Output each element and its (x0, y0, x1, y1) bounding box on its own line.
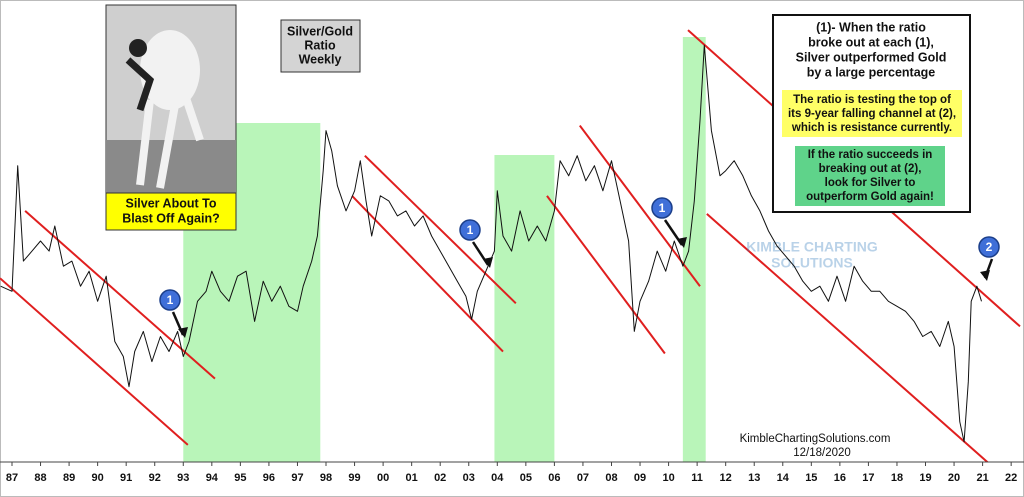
x-tick-label: 87 (6, 472, 18, 484)
x-tick-label: 21 (976, 472, 988, 484)
watermark: KIMBLE CHARTING SOLUTIONS (746, 239, 878, 271)
trend-line (706, 213, 989, 462)
chart-title: Silver/Gold (287, 24, 353, 38)
x-tick-label: 02 (434, 472, 446, 484)
x-tick-label: 10 (662, 472, 674, 484)
x-tick-label: 89 (63, 472, 75, 484)
marker-circle (978, 236, 1000, 258)
note-text: by a large percentage (807, 65, 936, 79)
chart-title: Weekly (299, 52, 342, 66)
photo (105, 4, 237, 194)
marker-label: 1 (167, 293, 174, 307)
marker-arrowhead (178, 327, 188, 338)
note-text: its 9-year falling channel at (2), (788, 108, 956, 120)
x-tick-label: 04 (491, 472, 504, 484)
x-tick-label: 07 (577, 472, 589, 484)
x-tick-label: 08 (605, 472, 617, 484)
note-text: (1)- When the ratio (816, 20, 926, 34)
x-tick-label: 16 (834, 472, 846, 484)
marker-arrowhead (677, 237, 687, 248)
marker-circle (459, 219, 481, 241)
x-tick-label: 14 (777, 472, 790, 484)
x-tick-label: 18 (891, 472, 903, 484)
marker-circle (159, 289, 181, 311)
x-tick-label: 11 (691, 472, 703, 484)
x-tick-label: 22 (1005, 472, 1017, 484)
x-tick-label: 94 (206, 472, 219, 484)
x-tick-label: 03 (463, 472, 475, 484)
x-axis-ticks: 87 88 89 90 91 92 93 94 95 96 97 98 99 00 01 02 03 04 05 06… (6, 462, 1017, 484)
x-tick-label: 97 (291, 472, 303, 484)
x-tick-label: 12 (720, 472, 732, 484)
marker-label: 1 (659, 201, 666, 215)
x-tick-label: 06 (548, 472, 560, 484)
date: 12/18/2020 (793, 447, 851, 459)
x-tick-label: 19 (919, 472, 931, 484)
note-text: Silver outperformed Gold (796, 50, 947, 64)
x-tick-label: 95 (234, 472, 246, 484)
x-tick-label: 01 (406, 472, 418, 484)
outlook-box (795, 146, 945, 206)
marker-label: 1 (467, 223, 474, 237)
x-tick-label: 90 (92, 472, 104, 484)
x-tick-label: 09 (634, 472, 646, 484)
callout-text: Silver About To (126, 196, 217, 210)
marker-label: 2 (986, 240, 993, 254)
series (0, 44, 982, 443)
x-tick-label: 98 (320, 472, 332, 484)
x-tick-label: 93 (177, 472, 189, 484)
source: KimbleChartingSolutions.com (740, 433, 891, 445)
trend-line (578, 124, 701, 287)
markers: 1 1 1 2 (159, 197, 1000, 338)
note-text: outperform Gold again! (806, 191, 934, 203)
note-text: which is resistance currently. (791, 122, 952, 134)
watermark-text: KIMBLE CHARTING (746, 239, 878, 255)
trend-line (351, 195, 504, 353)
note-text: If the ratio succeeds in (808, 149, 933, 161)
x-tick-label: 00 (377, 472, 389, 484)
marker-circle (651, 197, 673, 219)
x-tick-label: 15 (805, 472, 817, 484)
note-text: breaking out at (2), (819, 163, 922, 175)
note-text: The ratio is testing the top of (793, 94, 951, 106)
watermark-text: SOLUTIONS (771, 255, 853, 271)
callout-box (105, 192, 237, 231)
ratio-line (0, 44, 982, 443)
trend-line (0, 277, 189, 446)
trend-line (364, 154, 517, 305)
trend-line (546, 195, 666, 355)
x-tick-label: 20 (948, 472, 960, 484)
title-box (280, 19, 361, 73)
shaded-period (494, 155, 555, 462)
trend-lines (0, 29, 1021, 462)
note-text: broke out at each (1), (808, 35, 934, 49)
x-tick-label: 17 (862, 472, 874, 484)
x-tick-label: 13 (748, 472, 760, 484)
x-tick-label: 92 (149, 472, 161, 484)
x-tick-label: 96 (263, 472, 275, 484)
x-tick-label: 91 (120, 472, 132, 484)
note-text: look for Silver to (825, 177, 916, 189)
chart-title: Ratio (304, 38, 336, 52)
shaded-period (682, 37, 706, 462)
highlight-box (782, 90, 962, 137)
callout-text: Blast Off Again? (122, 211, 219, 225)
x-tick-label: 05 (520, 472, 532, 484)
marker-arrowhead (483, 257, 493, 268)
x-tick-label: 99 (348, 472, 360, 484)
trend-line (24, 210, 216, 380)
marker-arrowhead (980, 270, 990, 281)
x-tick-label: 88 (34, 472, 46, 484)
